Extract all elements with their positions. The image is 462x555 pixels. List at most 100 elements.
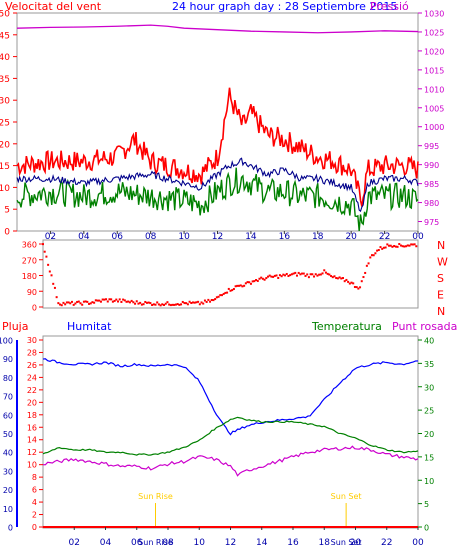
direction-point	[406, 244, 409, 247]
direction-point	[255, 279, 258, 282]
direction-point	[367, 262, 370, 265]
rain-axis-tick-label: 20	[27, 398, 37, 407]
direction-point	[376, 249, 379, 252]
direction-point	[214, 298, 217, 301]
rain-label: Pluja	[2, 320, 28, 333]
direction-point	[220, 294, 223, 297]
direction-point	[108, 298, 111, 301]
direction-point	[151, 303, 154, 306]
direction-point	[130, 299, 133, 302]
temperature-axis-tick-label: 5	[424, 500, 429, 509]
direction-point	[377, 249, 380, 252]
pressure-axis-tick-label: 975	[424, 218, 439, 227]
rain-axis-tick-label: 0	[32, 523, 37, 532]
humidity-panel-frame	[42, 335, 419, 529]
direction-compass-label: N	[437, 239, 445, 252]
direction-point	[251, 280, 254, 283]
direction-point	[408, 244, 411, 247]
direction-point	[197, 300, 200, 303]
direction-point	[362, 276, 365, 279]
direction-point	[350, 281, 353, 284]
direction-point	[64, 303, 67, 306]
direction-point	[295, 274, 298, 277]
direction-point	[265, 277, 268, 280]
direction-point	[222, 292, 225, 295]
direction-point	[118, 298, 121, 301]
temperature-axis-tick-label: 15	[424, 453, 434, 462]
bottom-x-tick-label: 06	[131, 538, 143, 548]
direction-point	[301, 272, 304, 275]
direction-point	[234, 285, 237, 288]
direction-point	[236, 284, 239, 287]
direction-point	[174, 303, 177, 306]
humidity-axis-tick-label: 50	[3, 430, 13, 439]
direction-point	[226, 291, 229, 294]
direction-point	[48, 270, 51, 273]
direction-point	[72, 303, 75, 306]
bottom-x-tick-label: 18	[319, 538, 331, 548]
direction-point	[132, 301, 135, 304]
direction-point	[195, 301, 198, 304]
direction-point	[144, 300, 147, 303]
direction-point	[324, 271, 327, 274]
bottom-x-tick-label: 12	[225, 538, 236, 548]
wind-speed-label: Velocitat del vent	[5, 0, 102, 13]
direction-point	[261, 277, 264, 280]
sun-event-label: Sun Set	[331, 492, 362, 501]
direction-point	[142, 303, 145, 306]
sun-event-axis-label: Sun Set	[331, 538, 362, 547]
direction-point	[239, 284, 242, 287]
direction-point	[309, 273, 312, 276]
wind-x-tick-label: 14	[245, 232, 257, 242]
rain-axis-tick-label: 14	[27, 436, 37, 445]
direction-point	[382, 246, 385, 249]
direction-point	[53, 286, 56, 289]
direction-point	[413, 243, 416, 246]
humidity-axis-tick-label: 0	[8, 524, 13, 533]
sun-event-label: Sun Rise	[138, 492, 173, 501]
direction-point	[91, 301, 94, 304]
direction-point	[335, 277, 338, 280]
direction-point	[50, 274, 53, 277]
direction-point	[156, 301, 159, 304]
direction-point	[198, 303, 201, 306]
direction-point	[147, 301, 150, 304]
direction-point	[411, 243, 414, 246]
wind-x-tick-label: 12	[212, 232, 223, 242]
direction-point	[42, 243, 44, 246]
direction-point	[88, 302, 91, 305]
direction-point	[340, 277, 343, 280]
direction-point	[369, 256, 372, 259]
rain-axis-tick-label: 2	[32, 511, 37, 520]
direction-point	[370, 254, 373, 257]
direction-point	[386, 243, 389, 246]
direction-point	[345, 278, 348, 281]
direction-point	[161, 303, 164, 306]
direction-point	[275, 274, 278, 277]
direction-point	[401, 245, 404, 248]
direction-point	[163, 304, 166, 307]
direction-point	[302, 272, 305, 275]
pressure-axis-tick-label: 1010	[424, 85, 444, 94]
direction-point	[125, 300, 128, 303]
direction-point	[253, 280, 256, 283]
direction-point	[101, 298, 104, 301]
direction-point	[79, 302, 82, 305]
direction-point	[311, 273, 314, 276]
direction-point	[128, 301, 131, 304]
pressure-axis-tick-label: 995	[424, 142, 439, 151]
direction-point	[355, 286, 358, 289]
direction-point	[299, 273, 302, 276]
direction-point	[52, 282, 55, 285]
direction-point	[353, 285, 356, 288]
direction-compass-label: N	[437, 305, 445, 318]
direction-point	[140, 303, 143, 306]
direction-point	[394, 245, 397, 248]
humidity-axis-tick-label: 10	[3, 505, 13, 514]
wind-axis-tick-label: 5	[4, 206, 10, 216]
direction-point	[152, 303, 155, 306]
direction-point	[186, 303, 189, 306]
bottom-x-tick-label: 14	[256, 538, 268, 548]
direction-point	[98, 299, 101, 302]
